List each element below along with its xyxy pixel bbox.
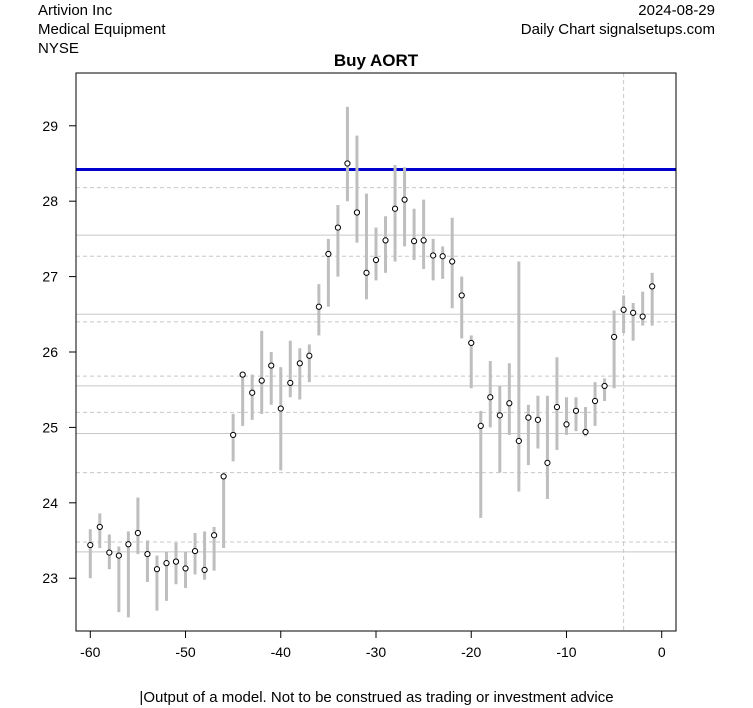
chart-date: 2024-08-29	[638, 2, 715, 19]
close-dot	[201, 566, 208, 574]
close-dot	[544, 459, 551, 466]
close-dot	[430, 252, 437, 259]
header-right: 2024-08-29 Daily Chart signalsetups.com	[521, 1, 715, 39]
plot-frame	[75, 72, 677, 632]
close-dot	[115, 552, 122, 559]
y-tick-label: 26	[42, 344, 58, 360]
close-dot	[134, 529, 142, 537]
close-dot	[372, 256, 380, 264]
exchange-label: NYSE	[38, 40, 79, 57]
axes: -60 -50 -40 -30 -20 -10 0 23 24 25 26 27 28 29	[42, 118, 665, 660]
close-dot	[410, 238, 418, 245]
close-dots	[87, 160, 656, 574]
close-dot	[601, 382, 608, 390]
close-dot	[630, 309, 637, 316]
close-dot	[591, 397, 599, 405]
range-bars	[88, 106, 654, 618]
close-dot	[363, 269, 370, 276]
disclaimer: |Output of a model. Not to be construed …	[139, 689, 614, 706]
close-dot	[325, 250, 332, 258]
close-dot	[344, 160, 351, 167]
close-dot	[249, 389, 256, 396]
x-tick-label: -60	[80, 644, 100, 660]
y-tick-label: 29	[42, 118, 58, 134]
close-dot	[572, 407, 580, 414]
close-dot	[182, 565, 189, 572]
close-dot	[487, 394, 494, 401]
close-dot	[153, 566, 161, 573]
y-tick-label: 28	[42, 193, 58, 209]
close-dot	[287, 379, 294, 387]
close-dot	[268, 362, 275, 369]
close-dot	[639, 313, 646, 320]
close-dot	[439, 253, 446, 260]
close-dot	[296, 360, 303, 367]
close-dot	[315, 303, 322, 310]
x-tick-label: 0	[658, 644, 666, 660]
y-tick-label: 27	[42, 269, 58, 285]
close-dot	[144, 550, 151, 558]
company-name: Artivion Inc	[38, 2, 113, 19]
close-dot	[353, 209, 361, 216]
x-tick-label: -40	[271, 644, 291, 660]
x-tick-label: -10	[556, 644, 576, 660]
y-tick-label: 23	[42, 570, 58, 586]
x-tick-label: -50	[175, 644, 195, 660]
close-dot	[553, 403, 561, 411]
x-tick-label: -20	[461, 644, 481, 660]
close-dot	[563, 421, 570, 428]
close-dot	[125, 541, 132, 548]
close-dot	[87, 541, 94, 549]
close-dot	[649, 283, 656, 290]
close-dot	[391, 205, 399, 212]
chart-source: Daily Chart signalsetups.com	[520, 21, 715, 38]
close-dot	[420, 237, 427, 244]
close-dot	[477, 422, 484, 429]
close-dot	[382, 237, 389, 244]
close-dot	[277, 405, 284, 412]
close-dot	[449, 258, 456, 265]
chart-title: Buy AORT	[334, 51, 419, 70]
close-dot	[610, 333, 618, 341]
close-dot	[106, 549, 113, 556]
y-tick-label: 24	[42, 495, 58, 511]
close-dot	[582, 428, 589, 436]
close-dot	[220, 473, 227, 480]
close-dot	[496, 412, 503, 419]
close-dot	[306, 352, 313, 359]
close-dot	[163, 560, 170, 567]
close-dot	[458, 292, 465, 299]
header-left: Artivion Inc Medical Equipment NYSE	[38, 1, 166, 58]
close-dot	[239, 371, 246, 378]
close-dot	[334, 224, 342, 231]
close-dot	[525, 414, 532, 421]
close-dot	[191, 547, 199, 555]
y-tick-label: 25	[42, 419, 58, 435]
close-dot	[468, 339, 475, 347]
close-dot	[230, 431, 237, 439]
close-dot	[506, 400, 513, 407]
close-dot	[401, 196, 408, 203]
close-dot	[620, 306, 627, 313]
close-dot	[515, 437, 522, 445]
close-dot	[258, 377, 265, 384]
sector-label: Medical Equipment	[38, 21, 166, 38]
x-tick-label: -30	[366, 644, 386, 660]
close-dot	[534, 416, 542, 423]
close-dot	[210, 532, 218, 539]
close-dot	[172, 558, 180, 565]
close-dot	[96, 523, 103, 531]
